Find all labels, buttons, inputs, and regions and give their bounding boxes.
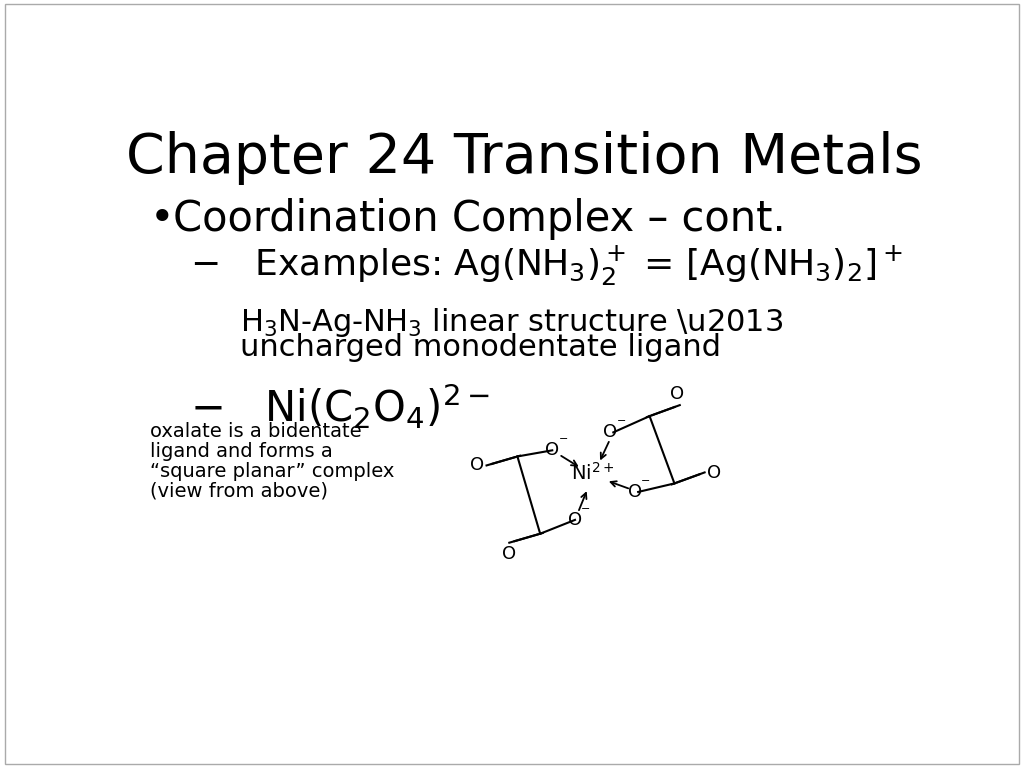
Text: (view from above): (view from above) xyxy=(150,482,328,501)
Text: $-$   Examples: Ag(NH$_3)_2^+$ = [Ag(NH$_3)_2]^+$: $-$ Examples: Ag(NH$_3)_2^+$ = [Ag(NH$_3… xyxy=(190,243,903,288)
Text: Coordination Complex – cont.: Coordination Complex – cont. xyxy=(173,198,785,240)
Text: O: O xyxy=(568,511,582,529)
Text: O: O xyxy=(603,423,617,442)
Text: uncharged monodentate ligand: uncharged monodentate ligand xyxy=(241,333,721,362)
Text: oxalate is a bidentate: oxalate is a bidentate xyxy=(150,422,361,441)
Text: O: O xyxy=(707,465,721,482)
Text: −: − xyxy=(616,416,626,426)
Text: −: − xyxy=(582,504,591,514)
Text: •: • xyxy=(150,198,174,240)
Text: H$_3$N-Ag-NH$_3$ linear structure \u2013: H$_3$N-Ag-NH$_3$ linear structure \u2013 xyxy=(241,306,783,339)
Text: O: O xyxy=(502,545,516,563)
Text: −: − xyxy=(641,476,650,486)
Text: O: O xyxy=(470,455,484,474)
Text: “square planar” complex: “square planar” complex xyxy=(150,462,394,481)
Text: Ni$^{2+}$: Ni$^{2+}$ xyxy=(571,462,614,484)
Text: O: O xyxy=(545,442,559,459)
Text: $-$   Ni(C$_2$O$_4)^{2-}$: $-$ Ni(C$_2$O$_4)^{2-}$ xyxy=(190,382,489,431)
Text: ligand and forms a: ligand and forms a xyxy=(150,442,333,461)
Text: O: O xyxy=(628,483,642,501)
Text: O: O xyxy=(670,385,684,403)
Text: −: − xyxy=(558,434,568,444)
Text: Chapter 24 Transition Metals: Chapter 24 Transition Metals xyxy=(127,131,923,184)
